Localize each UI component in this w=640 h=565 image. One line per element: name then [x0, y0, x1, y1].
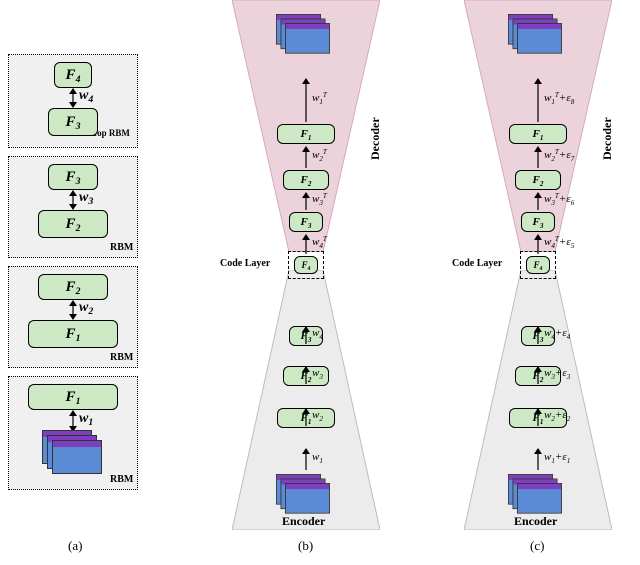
layer-box: F3 — [521, 212, 555, 232]
edge-label: w4 — [312, 327, 323, 339]
panel-caption: (c) — [530, 538, 544, 554]
layer-box: F1 — [277, 124, 335, 144]
code-layer-label: Code Layer — [220, 258, 270, 269]
panel-a-caption: (a) — [68, 538, 82, 554]
up-arrow — [301, 408, 311, 431]
layer-box: F1 — [28, 320, 118, 348]
weight-label: w1 — [79, 411, 93, 427]
layer-box: F3 — [48, 164, 98, 190]
rbm-side-label: RBM — [110, 474, 133, 485]
up-arrow — [533, 326, 543, 349]
up-arrow — [301, 326, 311, 349]
up-arrow — [301, 78, 311, 127]
edge-label: w2 — [312, 409, 323, 421]
layer-box: F3 — [48, 108, 98, 136]
layer-box: F3 — [289, 212, 323, 232]
up-arrow — [533, 146, 543, 173]
up-arrow — [301, 448, 311, 475]
layer-box: F2 — [38, 274, 108, 300]
up-arrow — [533, 234, 543, 259]
edge-label: w2T — [312, 149, 327, 161]
edge-label: w2+ε2 — [544, 409, 570, 421]
layer-box: F2 — [515, 170, 561, 190]
encoder-label: Encoder — [282, 514, 325, 529]
up-arrow — [533, 192, 543, 215]
edge-label: w4T+ε5 — [544, 236, 574, 248]
decoder-label: Decoder — [368, 117, 383, 160]
edge-label: w1T — [312, 92, 327, 104]
rbm-side-label: RBM — [110, 242, 133, 253]
layer-box: F1 — [509, 124, 567, 144]
up-arrow — [301, 146, 311, 173]
rbm-side-label: Top RBM — [92, 128, 142, 138]
up-arrow — [533, 448, 543, 475]
edge-label: w4T — [312, 236, 327, 248]
up-arrow — [533, 408, 543, 431]
edge-label: w2T+ε7 — [544, 149, 574, 161]
layer-box: F4 — [54, 62, 92, 88]
edge-label: w3T+ε6 — [544, 193, 574, 205]
edge-label: w1T+ε8 — [544, 92, 574, 104]
edge-label: w1 — [312, 451, 323, 463]
edge-label: w4+ε4 — [544, 327, 570, 339]
weight-label: w4 — [79, 88, 93, 104]
encoder-label: Encoder — [514, 514, 557, 529]
edge-label: w1+ε1 — [544, 451, 570, 463]
up-arrow — [533, 366, 543, 389]
weight-label: w2 — [79, 300, 93, 316]
decoder-label: Decoder — [600, 117, 615, 160]
up-arrow — [301, 234, 311, 259]
weight-label: w3 — [79, 190, 93, 206]
edge-label: w3+ε3 — [544, 367, 570, 379]
panel-caption: (b) — [298, 538, 313, 554]
up-arrow — [301, 192, 311, 215]
code-layer-label: Code Layer — [452, 258, 502, 269]
up-arrow — [301, 366, 311, 389]
layer-box: F1 — [28, 384, 118, 410]
edge-label: w3 — [312, 367, 323, 379]
up-arrow — [533, 78, 543, 127]
layer-box: F2 — [283, 170, 329, 190]
rbm-side-label: RBM — [110, 352, 133, 363]
edge-label: w3T — [312, 193, 327, 205]
layer-box: F2 — [38, 210, 108, 238]
